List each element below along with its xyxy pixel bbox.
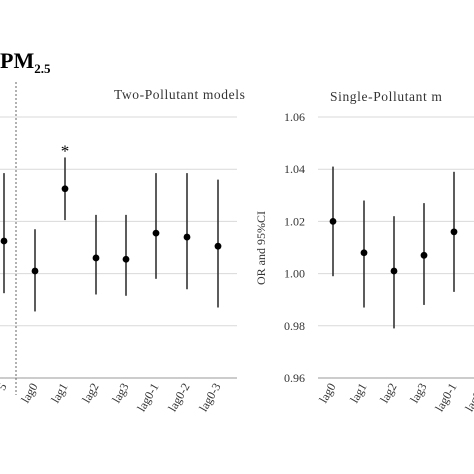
two-pollutant-data-point xyxy=(122,255,130,263)
pollutant-subscript: 2.5 xyxy=(34,61,51,76)
two-pollutant-x-tick-label: lag1 xyxy=(48,381,70,406)
two-pollutant-data-point xyxy=(0,237,8,245)
single-pollutant-data-point xyxy=(360,249,368,257)
two-pollutant-data-point xyxy=(92,254,100,262)
single-pollutant-y-tick-label: 1.06 xyxy=(284,110,305,124)
single-pollutant-x-tick-label: lag1 xyxy=(347,381,369,406)
single-pollutant-y-tick-label: 0.98 xyxy=(284,319,305,333)
pollutant-main: PM xyxy=(0,48,34,73)
two-pollutant-data-point xyxy=(61,185,69,193)
two-pollutant-data-point xyxy=(183,233,191,241)
single-pollutant-panel: Single-Pollutant m 0.96 0.98 1.00 1.02 1.04 1.… xyxy=(254,89,474,414)
single-pollutant-data-point xyxy=(329,218,337,225)
pollutant-heading: PM2.5 xyxy=(0,48,51,76)
two-pollutant-significance-marker: * xyxy=(61,141,70,160)
single-pollutant-data-point xyxy=(450,228,458,236)
single-pollutant-y-tick-label: 1.02 xyxy=(284,214,305,228)
two-pollutant-data-point xyxy=(214,242,222,250)
two-pollutant-title: Two-Pollutant models xyxy=(114,87,245,102)
two-pollutant-x-tick-label: lag0-3 xyxy=(196,381,223,415)
single-pollutant-y-tick-label: 0.96 xyxy=(284,371,305,385)
single-pollutant-title: Single-Pollutant m xyxy=(330,89,442,104)
two-pollutant-x-tick-label: lag0-2 xyxy=(165,381,192,415)
two-pollutant-x-tick-label: lag3 xyxy=(109,381,131,406)
single-pollutant-x-tick-label: lag2 xyxy=(377,381,399,406)
single-pollutant-data-point xyxy=(390,267,398,275)
two-pollutant-data-point xyxy=(152,229,160,237)
single-pollutant-y-axis-label: OR and 95%CI xyxy=(254,211,268,285)
single-pollutant-y-tick-label: 1.00 xyxy=(284,267,305,281)
single-pollutant-x-tick-label: lag0 xyxy=(316,381,338,406)
single-pollutant-y-tick-label: 1.04 xyxy=(284,162,305,176)
two-pollutant-x-tick-label: 5 xyxy=(0,381,10,393)
two-pollutant-x-tick-label: lag0-1 xyxy=(134,381,161,415)
two-pollutant-x-tick-label: lag2 xyxy=(79,381,101,406)
two-pollutant-data-point xyxy=(31,267,39,275)
single-pollutant-x-tick-label: lag3 xyxy=(407,381,429,406)
two-pollutant-x-tick-label: lag0 xyxy=(18,381,40,406)
single-pollutant-data-point xyxy=(420,251,428,259)
single-pollutant-x-tick-label: lag0-2 xyxy=(462,381,474,415)
single-pollutant-x-tick-label: lag0-1 xyxy=(432,381,459,415)
